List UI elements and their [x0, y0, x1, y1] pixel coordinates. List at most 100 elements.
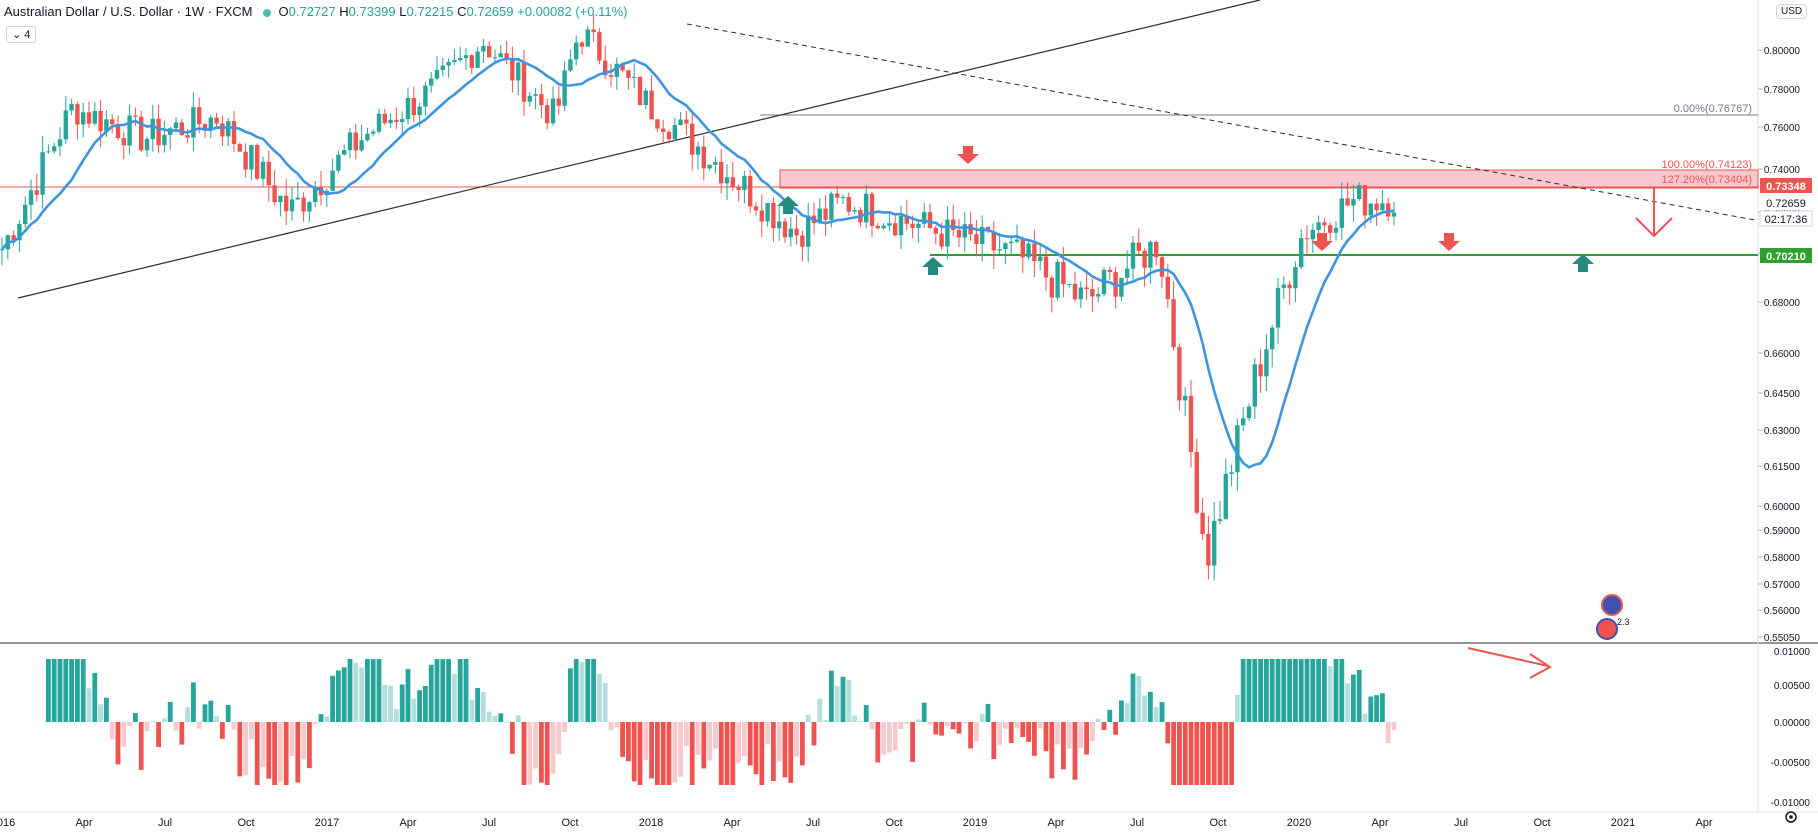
histogram-bar	[1165, 722, 1171, 744]
candle-body	[429, 78, 434, 86]
histogram-bar	[109, 722, 115, 740]
candle-body	[927, 212, 933, 228]
candle-body	[63, 110, 68, 140]
histogram-bar	[794, 722, 799, 757]
histogram-bar	[1223, 722, 1229, 785]
histogram-bar	[243, 722, 248, 776]
histogram-bar	[898, 722, 904, 730]
up-arrow-icon	[922, 257, 944, 275]
histogram-bar	[417, 690, 422, 722]
histogram-bar	[1351, 674, 1356, 722]
up-arrow-icon	[1572, 254, 1594, 272]
histogram-bar	[921, 702, 927, 722]
candle-body	[585, 29, 590, 47]
histogram-bar	[260, 722, 266, 768]
histogram-bar	[370, 659, 376, 722]
histogram-bar	[672, 722, 678, 783]
histogram-bar	[1235, 694, 1240, 722]
histogram-bar	[1130, 673, 1136, 722]
histogram-bar	[1385, 722, 1391, 743]
candle-body	[1165, 276, 1170, 300]
histogram-bar	[1217, 722, 1223, 785]
candle-body	[1328, 225, 1333, 233]
candle-body	[417, 106, 422, 116]
histogram-bar	[1153, 707, 1159, 722]
time-axis-tick: 2018	[639, 817, 663, 829]
histogram-bar	[1200, 722, 1205, 785]
candle-body	[1119, 277, 1124, 297]
histogram-bar	[597, 673, 602, 722]
histogram-bar	[428, 664, 434, 722]
histogram-bar	[805, 714, 811, 722]
candle-body	[28, 190, 34, 205]
time-axis-tick: Jul	[1454, 817, 1468, 829]
histogram-bar	[63, 659, 69, 722]
price-axis-tick: 0.68000	[1764, 298, 1801, 309]
histogram-bar	[486, 711, 492, 722]
candle-body	[533, 94, 538, 96]
countdown-label: 02:17:36	[1765, 214, 1808, 226]
candle-body	[765, 203, 770, 222]
histogram-bar	[318, 714, 324, 722]
histogram-bar	[829, 670, 834, 722]
candle-body	[875, 225, 880, 229]
candle-body	[1194, 452, 1199, 513]
candle-body	[649, 90, 654, 120]
candle-body	[92, 110, 97, 124]
histogram-bar	[353, 662, 359, 722]
candle-body	[887, 223, 892, 226]
histogram-bar	[289, 722, 295, 757]
candle-body	[1351, 199, 1356, 206]
candle-body	[574, 42, 579, 60]
candle-body	[968, 224, 973, 235]
candle-body	[1281, 284, 1286, 288]
candle-body	[139, 116, 144, 151]
candle-body	[1026, 243, 1031, 258]
histogram-bar	[742, 722, 747, 757]
histogram-bar	[1374, 695, 1379, 722]
indicators-toggle-button[interactable]: ⌄ 4	[6, 26, 37, 43]
histogram-bar	[950, 722, 956, 730]
candle-body	[591, 29, 596, 33]
candle-body	[655, 119, 660, 129]
candle-body	[806, 215, 811, 247]
histogram-bar	[214, 715, 219, 722]
candle-body	[713, 161, 718, 165]
candle-body	[1264, 349, 1269, 377]
candle-body	[701, 146, 706, 169]
candle-body	[695, 146, 701, 155]
histogram-bar	[713, 722, 718, 749]
histogram-bar	[446, 659, 451, 722]
histogram-bar	[266, 722, 272, 779]
fib-ext-label: 127.20%(0.73404)	[1661, 174, 1752, 186]
histogram-bar	[1229, 722, 1234, 785]
histogram-bar	[620, 722, 625, 757]
histogram-bar	[1159, 702, 1165, 722]
candle-body	[1084, 287, 1089, 290]
histogram-bar	[1124, 703, 1130, 722]
candle-body	[1032, 243, 1037, 262]
candle-body	[394, 119, 399, 123]
candle-body	[452, 60, 457, 63]
histogram-bar	[1246, 659, 1252, 722]
candle-body	[1310, 229, 1315, 240]
currency-badge[interactable]: USD	[1776, 4, 1808, 19]
candle-body	[1293, 267, 1298, 289]
candle-body	[777, 221, 782, 229]
histogram-bar	[376, 659, 382, 722]
histogram-bar	[1148, 691, 1153, 722]
histogram-bar	[1333, 659, 1339, 722]
oscillator-axis-tick: -0.00500	[1771, 758, 1811, 769]
histogram-bar	[927, 722, 933, 725]
histogram-bar	[707, 722, 712, 761]
histogram-bar	[736, 722, 741, 763]
candle-body	[1368, 203, 1373, 216]
symbol-title[interactable]: Australian Dollar / U.S. Dollar · 1W · F…	[4, 4, 253, 19]
candle-body	[840, 196, 846, 198]
candle-body	[684, 119, 689, 124]
time-axis-tick: 2017	[315, 817, 339, 829]
histogram-bar	[173, 722, 179, 731]
histogram-bar	[573, 659, 579, 722]
histogram-bar	[185, 707, 190, 722]
